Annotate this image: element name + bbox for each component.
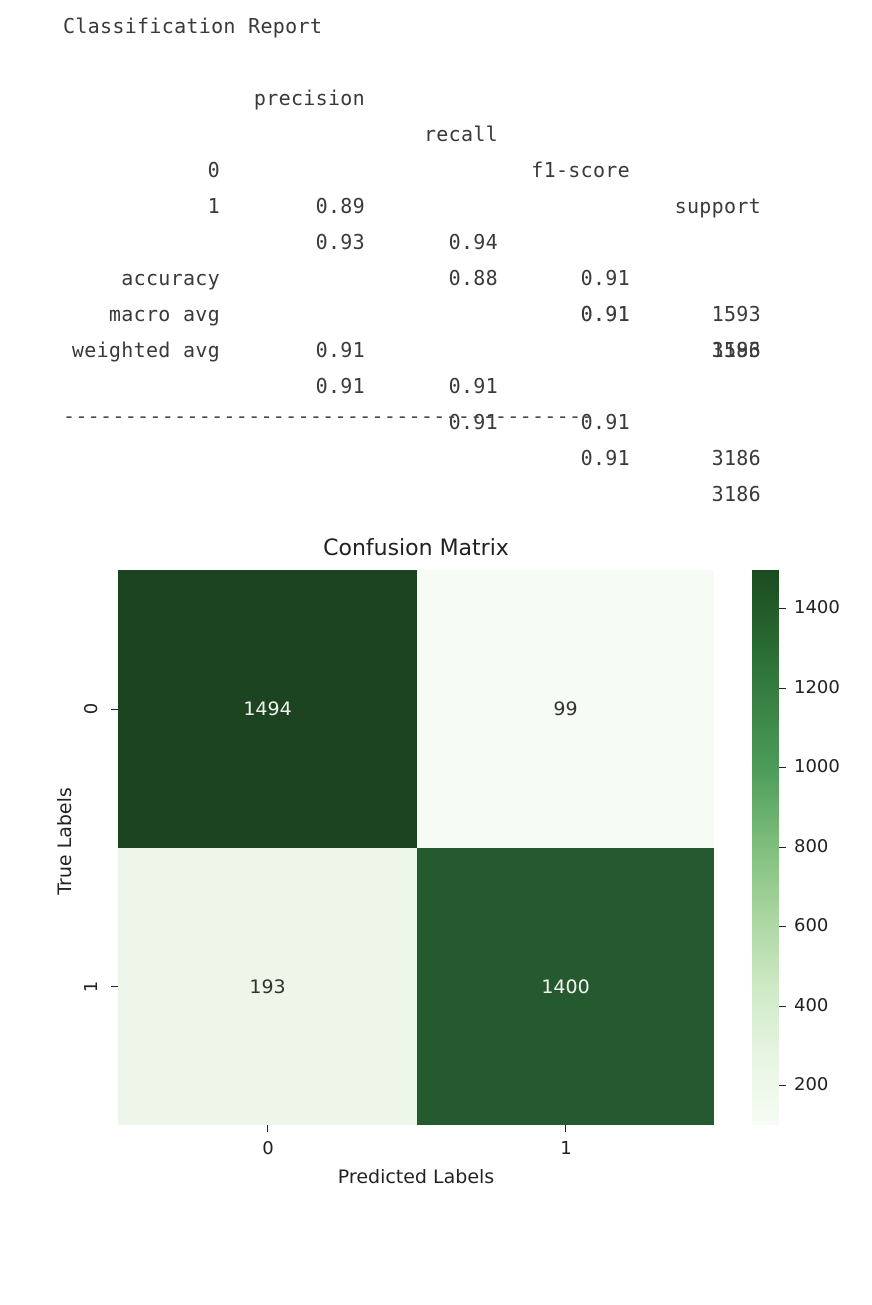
support-value: 1593: [711, 338, 761, 362]
colorbar-tick: [779, 608, 786, 610]
cell-value: 193: [249, 975, 286, 998]
y-axis-label: True Labels: [54, 787, 76, 895]
f1-value: 0.91: [580, 266, 630, 290]
heatmap: 1494 99 193 1400: [118, 570, 714, 1125]
colorbar: [752, 570, 779, 1125]
header-f1-score: f1-score: [531, 158, 630, 182]
colorbar-tick: [779, 1085, 786, 1087]
row-label: accuracy: [121, 266, 220, 290]
precision-value: 0.93: [315, 230, 365, 254]
classification-report: precision recall f1-score support 0 0.89…: [41, 44, 761, 506]
colorbar-label-400: 400: [794, 995, 829, 1016]
chart-title: Confusion Matrix: [323, 536, 509, 561]
x-tick-mark-1: [565, 1125, 567, 1132]
colorbar-label-600: 600: [794, 915, 829, 936]
row-label: 1: [207, 194, 220, 218]
report-title: Classification Report: [63, 14, 323, 38]
row-label: 0: [207, 158, 220, 182]
colorbar-tick: [779, 688, 786, 690]
colorbar-tick: [779, 847, 786, 849]
f1-value: 0.91: [580, 410, 630, 434]
y-tick-mark-1: [111, 986, 118, 988]
colorbar-tick: [779, 1006, 786, 1008]
header-precision: precision: [253, 86, 365, 110]
f1-value: 0.91: [580, 302, 630, 326]
f1-value: 0.91: [580, 446, 630, 470]
recall-value: 0.94: [448, 230, 498, 254]
recall-value: 0.88: [448, 266, 498, 290]
colorbar-label-200: 200: [794, 1074, 829, 1095]
header-support: support: [674, 194, 761, 218]
colorbar-label-1000: 1000: [794, 756, 840, 777]
cell-true0-pred0: 1494: [118, 570, 417, 848]
precision-value: 0.89: [315, 194, 365, 218]
report-row-accuracy: accuracy 0.91 3186: [41, 224, 761, 362]
y-tick-label-0: 0: [81, 702, 103, 715]
cell-value: 1494: [243, 698, 292, 720]
cell-true0-pred1: 99: [417, 570, 714, 848]
report-row-macro-avg: macro avg 0.91 0.91 0.91 3186: [41, 260, 761, 470]
x-tick-mark-0: [267, 1125, 269, 1132]
cell-value: 1400: [541, 975, 590, 998]
colorbar-tick: [779, 767, 786, 769]
cell-value: 99: [553, 698, 578, 720]
recall-value: 0.91: [448, 410, 498, 434]
report-row-class-1: 1 0.93 0.88 0.91 1593: [41, 152, 761, 362]
x-axis-label: Predicted Labels: [337, 1166, 495, 1188]
y-tick-label-1: 1: [81, 980, 103, 993]
report-row-weighted-avg: weighted avg 0.91 0.91 0.91 3186: [41, 296, 761, 506]
f1-value: 0.91: [580, 302, 630, 326]
separator-line: ----------------------------------------…: [63, 404, 594, 428]
support-value: 3186: [711, 482, 761, 506]
y-tick-mark-0: [111, 709, 118, 711]
cell-true1-pred0: 193: [118, 848, 417, 1125]
row-label: macro avg: [108, 302, 220, 326]
row-label: weighted avg: [71, 338, 220, 362]
colorbar-tick: [779, 926, 786, 928]
support-value: 1593: [711, 302, 761, 326]
colorbar-label-1400: 1400: [794, 597, 840, 618]
report-row-class-0: 0 0.89 0.94 0.91 1593: [41, 116, 761, 326]
x-tick-label-1: 1: [560, 1138, 572, 1159]
support-value: 3186: [711, 338, 761, 362]
precision-value: 0.91: [315, 374, 365, 398]
recall-value: 0.91: [448, 374, 498, 398]
support-value: 3186: [711, 446, 761, 470]
x-tick-label-0: 0: [262, 1138, 274, 1159]
cell-true1-pred1: 1400: [417, 848, 714, 1125]
report-header-row: precision recall f1-score support: [41, 44, 761, 218]
colorbar-label-1200: 1200: [794, 677, 840, 698]
colorbar-label-800: 800: [794, 836, 829, 857]
header-recall: recall: [423, 122, 498, 146]
confusion-matrix-chart: Confusion Matrix 1494 99 193 1400 0 1 Tr…: [0, 520, 872, 1220]
precision-value: 0.91: [315, 338, 365, 362]
